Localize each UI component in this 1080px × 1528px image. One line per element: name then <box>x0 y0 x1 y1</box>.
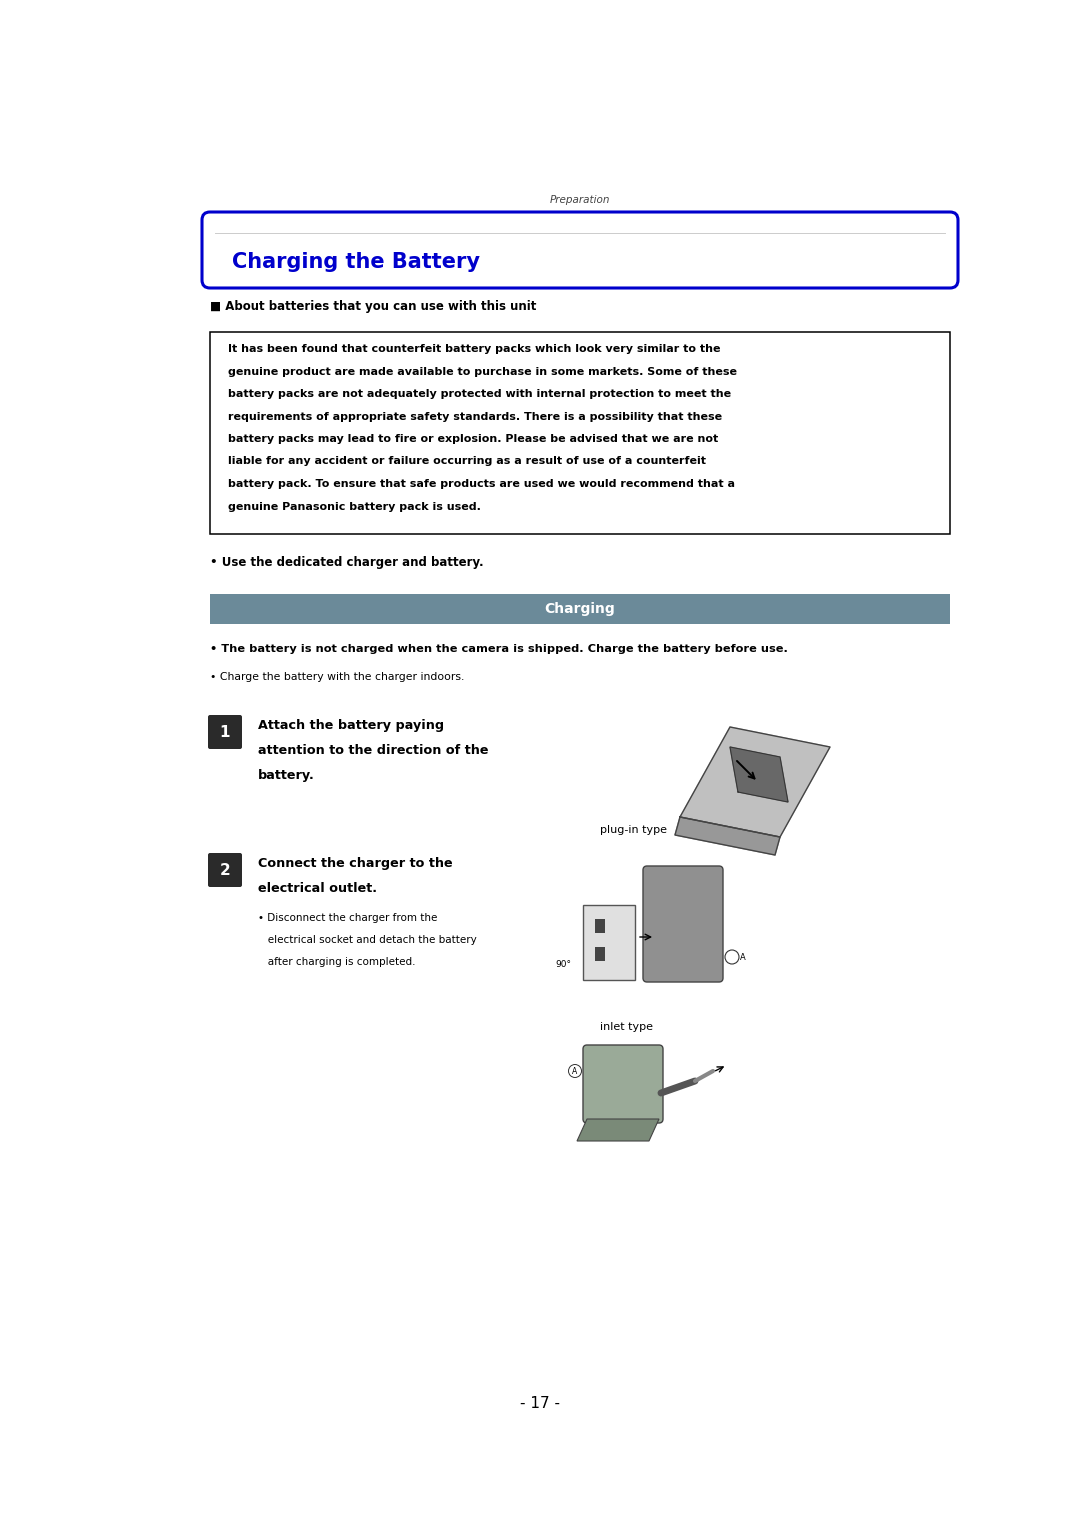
Text: 1: 1 <box>219 724 230 740</box>
Text: after charging is completed.: after charging is completed. <box>258 957 416 967</box>
Bar <box>595 918 605 934</box>
Text: ■ About batteries that you can use with this unit: ■ About batteries that you can use with … <box>210 299 537 313</box>
Text: Connect the charger to the: Connect the charger to the <box>258 857 453 869</box>
Text: battery.: battery. <box>258 769 314 782</box>
FancyBboxPatch shape <box>643 866 723 983</box>
Text: - 17 -: - 17 - <box>519 1395 561 1410</box>
Text: Charging the Battery: Charging the Battery <box>232 252 480 272</box>
Polygon shape <box>680 727 831 837</box>
FancyBboxPatch shape <box>208 853 242 886</box>
Text: 2: 2 <box>219 862 230 877</box>
Text: requirements of appropriate safety standards. There is a possibility that these: requirements of appropriate safety stand… <box>228 411 723 422</box>
Text: Preparation: Preparation <box>550 196 610 205</box>
Bar <box>210 332 950 533</box>
FancyBboxPatch shape <box>583 1045 663 1123</box>
Bar <box>595 947 605 961</box>
Bar <box>583 905 635 979</box>
Text: battery pack. To ensure that safe products are used we would recommend that a: battery pack. To ensure that safe produc… <box>228 478 735 489</box>
Text: battery packs may lead to fire or explosion. Please be advised that we are not: battery packs may lead to fire or explos… <box>228 434 718 445</box>
Text: liable for any accident or failure occurring as a result of use of a counterfeit: liable for any accident or failure occur… <box>228 457 706 466</box>
Text: 90°: 90° <box>555 960 571 969</box>
Text: A: A <box>740 952 746 961</box>
Text: Charging: Charging <box>544 602 616 616</box>
FancyBboxPatch shape <box>208 715 242 749</box>
Text: battery packs are not adequately protected with internal protection to meet the: battery packs are not adequately protect… <box>228 390 731 399</box>
Text: A: A <box>572 1067 578 1076</box>
Text: electrical outlet.: electrical outlet. <box>258 882 377 895</box>
Text: Attach the battery paying: Attach the battery paying <box>258 720 444 732</box>
Text: plug-in type: plug-in type <box>600 825 667 834</box>
Bar <box>210 594 950 623</box>
Text: attention to the direction of the: attention to the direction of the <box>258 744 488 756</box>
Text: It has been found that counterfeit battery packs which look very similar to the: It has been found that counterfeit batte… <box>228 344 720 354</box>
Polygon shape <box>730 747 788 802</box>
Text: • The battery is not charged when the camera is shipped. Charge the battery befo: • The battery is not charged when the ca… <box>210 643 788 654</box>
FancyBboxPatch shape <box>202 212 958 287</box>
Text: genuine Panasonic battery pack is used.: genuine Panasonic battery pack is used. <box>228 501 481 512</box>
Text: genuine product are made available to purchase in some markets. Some of these: genuine product are made available to pu… <box>228 367 737 376</box>
Text: • Disconnect the charger from the: • Disconnect the charger from the <box>258 914 437 923</box>
Text: • Use the dedicated charger and battery.: • Use the dedicated charger and battery. <box>210 556 484 568</box>
Text: • Charge the battery with the charger indoors.: • Charge the battery with the charger in… <box>210 672 464 681</box>
Text: electrical socket and detach the battery: electrical socket and detach the battery <box>258 935 476 944</box>
Polygon shape <box>675 817 780 856</box>
Text: inlet type: inlet type <box>600 1022 653 1031</box>
Polygon shape <box>577 1118 659 1141</box>
